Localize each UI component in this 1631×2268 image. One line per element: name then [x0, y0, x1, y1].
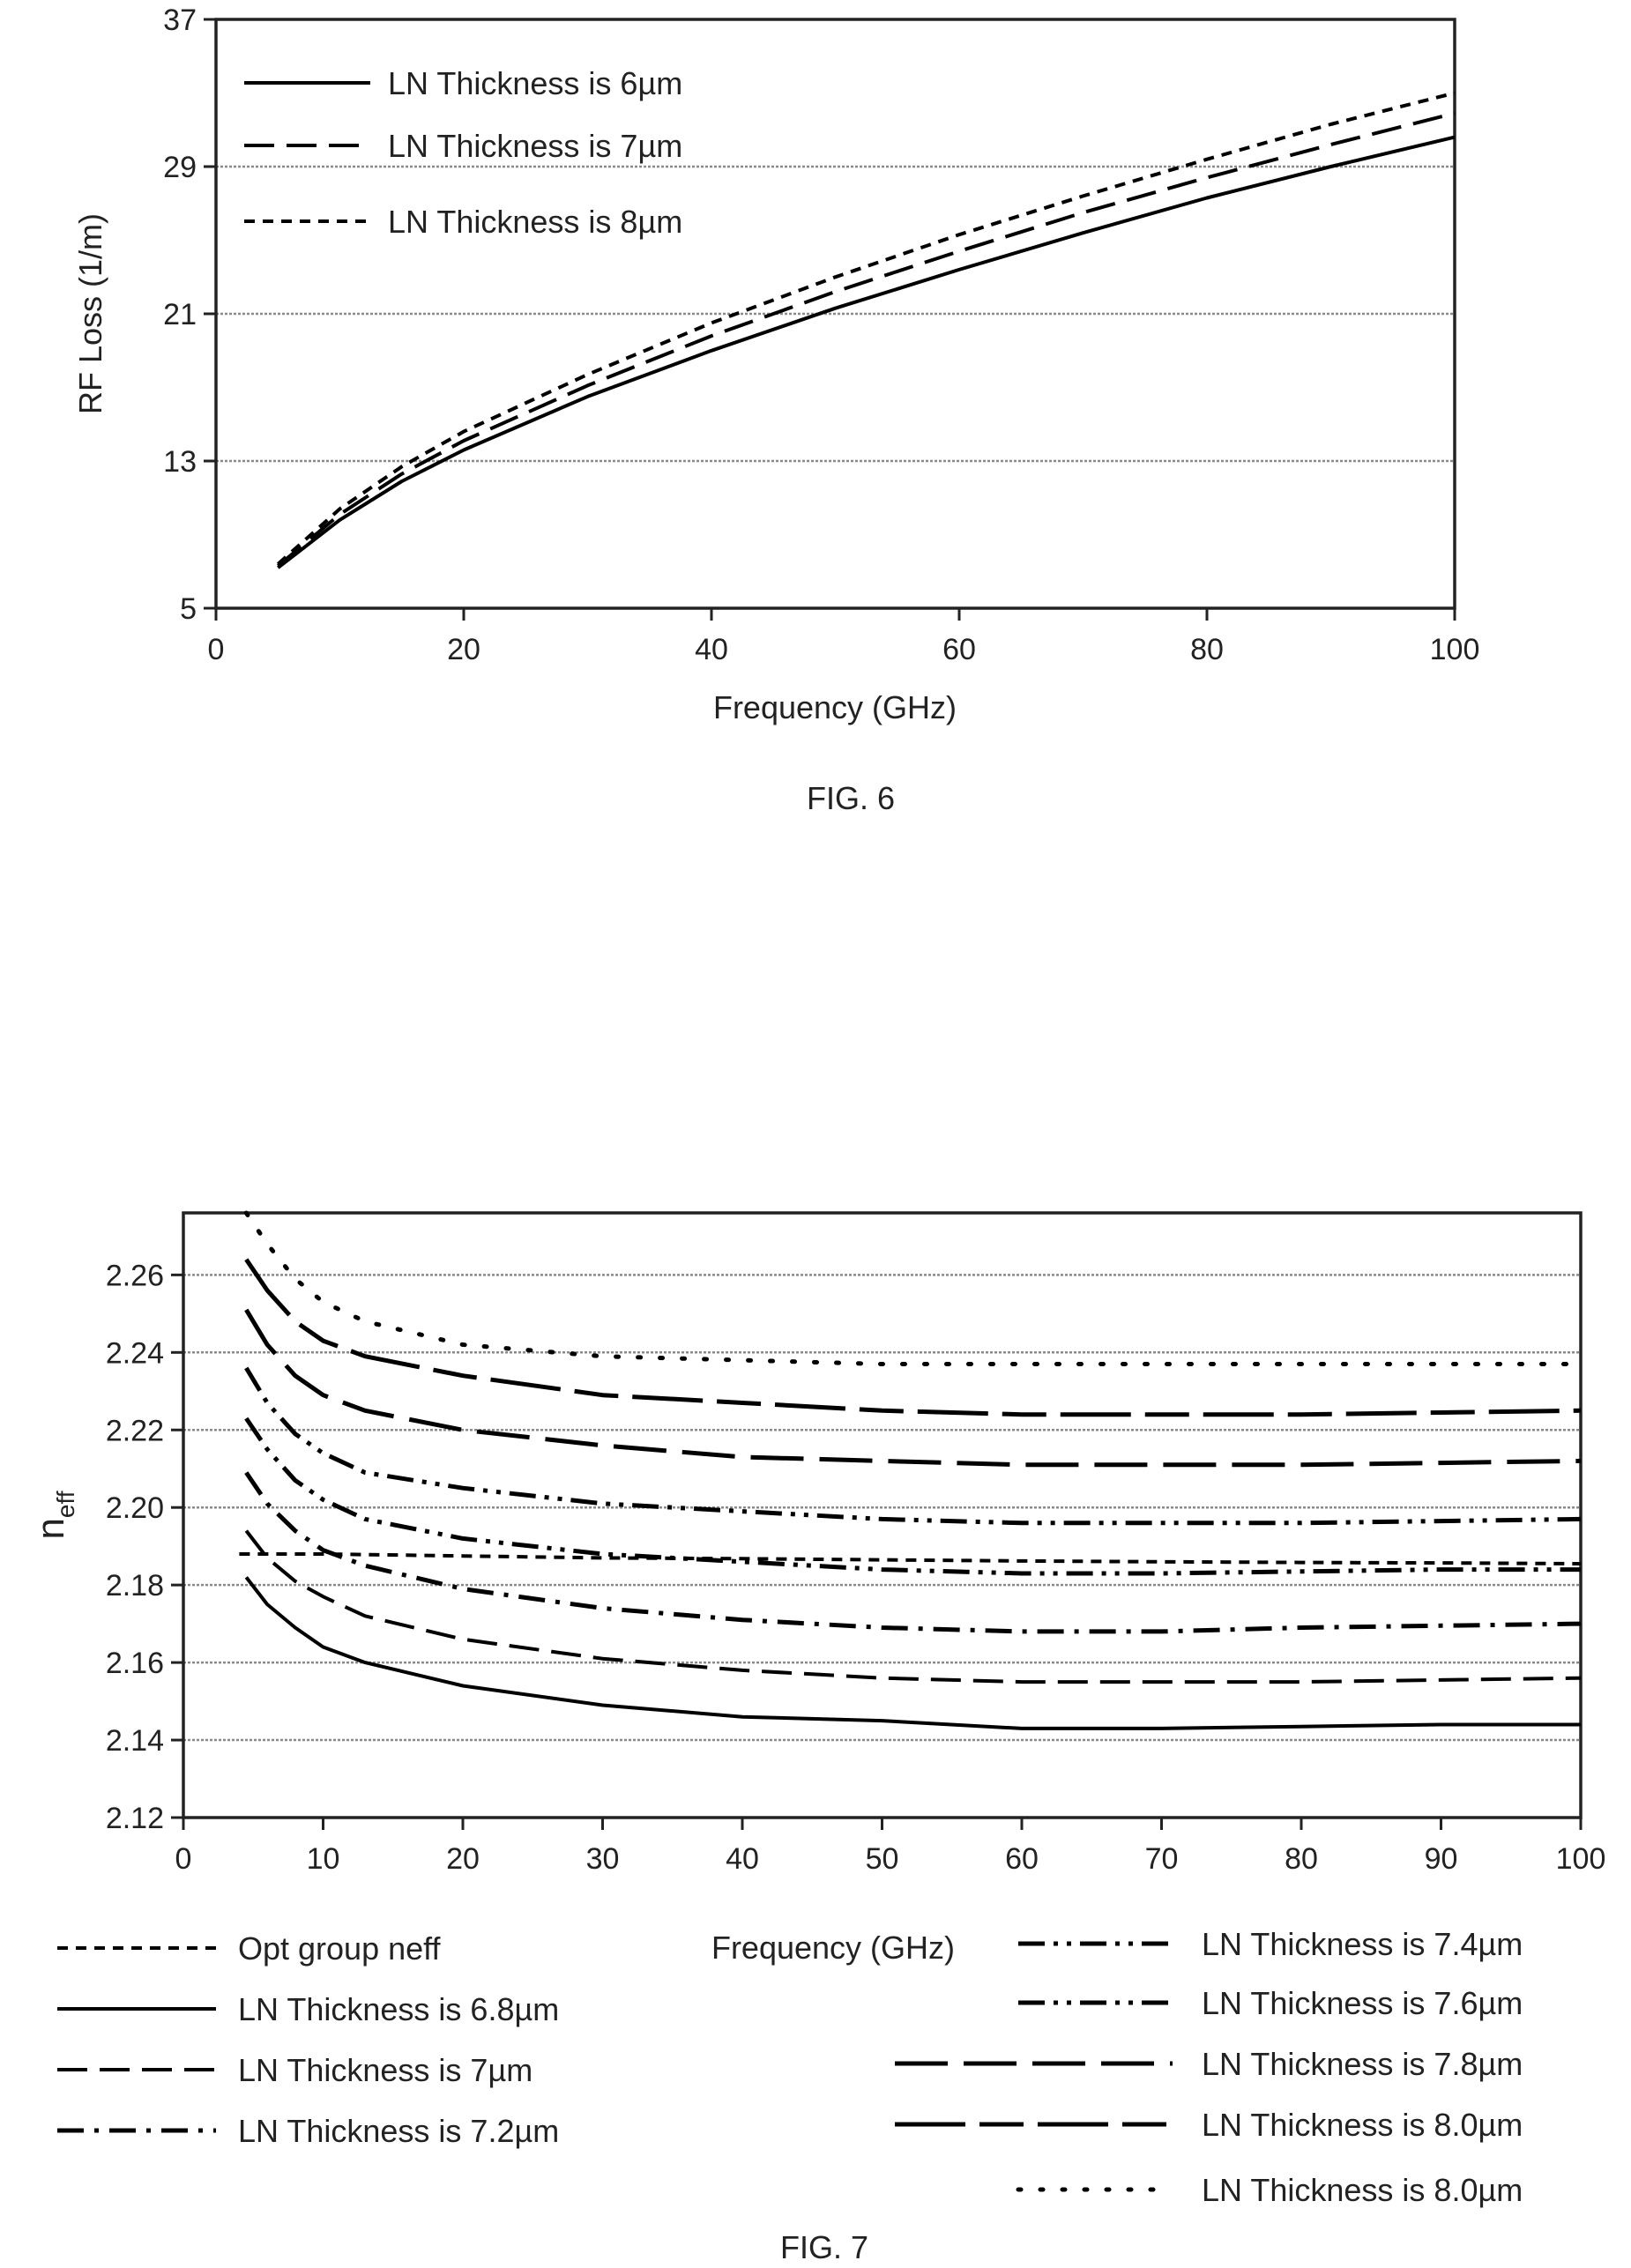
- y-axis-label-main: n: [29, 1518, 72, 1539]
- legend-label-6: LN Thickness is 7.6µm: [1202, 1985, 1523, 2021]
- fig7-neff-chart: 2.12 2.14 2.16 2.18 2.20 2.22 2.24 2.26 0 10 20 30 4…: [29, 1210, 1606, 2265]
- x-tick-label-0: 0: [208, 633, 225, 666]
- x-tick-label-4: 40: [726, 1842, 759, 1876]
- plot-area-frame: [214, 18, 1456, 610]
- legend-label-2: LN Thickness is 7µm: [388, 128, 682, 164]
- y-tick-label-7: 2.26: [106, 1259, 164, 1292]
- legend-label-5: LN Thickness is 7.4µm: [1202, 1926, 1523, 1962]
- series-line-7: [244, 1308, 1582, 1468]
- y-axis-label: RF Loss (1/m): [72, 213, 108, 414]
- series-line-1: [277, 135, 1456, 569]
- legend-label-7: LN Thickness is 7.8µm: [1202, 2046, 1523, 2082]
- y-tick-label-5: 2.22: [106, 1414, 164, 1447]
- legend-label-4: LN Thickness is 7.2µm: [238, 2113, 559, 2149]
- legend-label-2: LN Thickness is 6.8µm: [238, 1991, 559, 2027]
- legend-label-3: LN Thickness is 8µm: [388, 204, 682, 240]
- x-tick-label-4: 80: [1190, 633, 1224, 666]
- legend-label-8: LN Thickness is 8.0µm: [1202, 2107, 1523, 2143]
- legend-label-3: LN Thickness is 7µm: [238, 2052, 532, 2088]
- x-tick-label-9: 90: [1425, 1842, 1458, 1876]
- y-tick-label-4: 2.20: [106, 1491, 164, 1525]
- legend-label-1: LN Thickness is 6µm: [388, 65, 682, 101]
- y-axis-label-subscript: eff: [52, 1491, 79, 1518]
- y-tick-label-3: 29: [163, 151, 197, 184]
- series-line-5: [244, 1417, 1581, 1576]
- series-line-3: [244, 1529, 1582, 1684]
- x-tick-label-1: 10: [307, 1842, 340, 1876]
- legend-label-1: Opt group neff: [238, 1930, 441, 1967]
- y-tick-label-2: 2.16: [106, 1647, 164, 1680]
- y-tick-label-0: 2.12: [106, 1802, 164, 1835]
- x-tick-label-2: 40: [695, 633, 728, 666]
- x-tick-label-0: 0: [175, 1842, 192, 1876]
- series-line-1: [239, 1552, 1582, 1565]
- series-line-3: [276, 91, 1456, 566]
- series-line-2: [244, 1576, 1581, 1730]
- y-axis-label: neff: [29, 1491, 79, 1539]
- figure-caption: FIG. 6: [807, 780, 895, 816]
- x-tick-label-5: 50: [866, 1842, 899, 1876]
- y-tick-label-1: 13: [163, 445, 197, 479]
- x-axis-label: Frequency (GHz): [711, 1930, 955, 1966]
- x-tick-label-1: 20: [447, 633, 480, 666]
- x-tick-label-3: 30: [586, 1842, 620, 1876]
- y-tick-label-1: 2.14: [106, 1724, 164, 1758]
- y-tick-label-6: 2.24: [106, 1336, 164, 1370]
- plot-area-frame: [182, 1211, 1583, 1819]
- x-tick-label-10: 100: [1556, 1842, 1606, 1876]
- y-tick-label-2: 21: [163, 298, 197, 331]
- series-line-9: [243, 1210, 1583, 1366]
- y-tick-label-4: 37: [163, 4, 197, 37]
- x-tick-label-2: 20: [446, 1842, 480, 1876]
- x-tick-label-6: 60: [1005, 1842, 1039, 1876]
- fig6-rf-loss-chart: 5 13 21 29 37 0 20 40 60 80 100 Frequency (GHz) RF L…: [72, 4, 1479, 816]
- series-line-6: [244, 1366, 1582, 1526]
- x-tick-label-3: 60: [942, 633, 976, 666]
- series-line-8: [244, 1258, 1582, 1417]
- x-axis-label: Frequency (GHz): [713, 689, 957, 725]
- series-line-2: [277, 111, 1456, 568]
- y-tick-label-0: 5: [180, 592, 197, 626]
- series-line-4: [244, 1471, 1582, 1634]
- y-tick-label-3: 2.18: [106, 1569, 164, 1602]
- x-tick-label-5: 100: [1430, 633, 1480, 666]
- x-tick-label-8: 80: [1285, 1842, 1318, 1876]
- x-tick-label-7: 70: [1145, 1842, 1179, 1876]
- figure-caption: FIG. 7: [780, 2229, 868, 2265]
- legend-label-9: LN Thickness is 8.0µm: [1202, 2172, 1523, 2208]
